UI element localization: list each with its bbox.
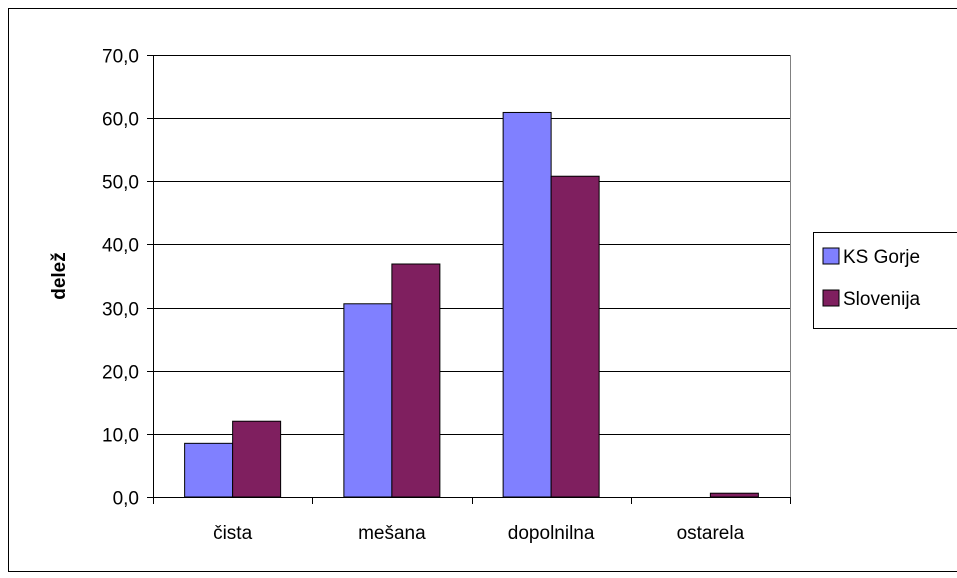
bar — [344, 304, 392, 497]
bar — [233, 421, 281, 497]
bar — [551, 176, 599, 497]
y-tick-label: 20,0 — [102, 363, 139, 384]
bar — [503, 112, 551, 497]
legend-label: KS Gorje — [843, 247, 920, 268]
x-category-label: čista — [213, 523, 253, 544]
legend-swatch — [823, 290, 839, 306]
bar — [392, 264, 440, 497]
legend-label: Slovenija — [843, 289, 921, 310]
x-category-label: mešana — [358, 523, 426, 544]
y-tick-label: 0,0 — [113, 489, 139, 510]
x-category-label: ostarela — [677, 523, 745, 544]
y-tick-label: 10,0 — [102, 426, 139, 447]
y-tick-label: 60,0 — [102, 110, 139, 131]
x-category-label: dopolnilna — [508, 523, 595, 544]
bar — [710, 493, 758, 497]
y-tick-label: 40,0 — [102, 236, 139, 257]
y-axis-label: delež — [49, 252, 70, 300]
plot-area: 0,0 10,0 20,0 30,0 40,0 50,0 60,0 70,0 čista meša… — [49, 47, 791, 545]
y-tick-label: 30,0 — [102, 300, 139, 321]
legend-swatch — [823, 248, 839, 264]
y-tick-label: 50,0 — [102, 173, 139, 194]
y-tick-label: 70,0 — [102, 47, 139, 68]
bar — [185, 443, 233, 497]
legend: KS Gorje Slovenija — [814, 233, 957, 329]
